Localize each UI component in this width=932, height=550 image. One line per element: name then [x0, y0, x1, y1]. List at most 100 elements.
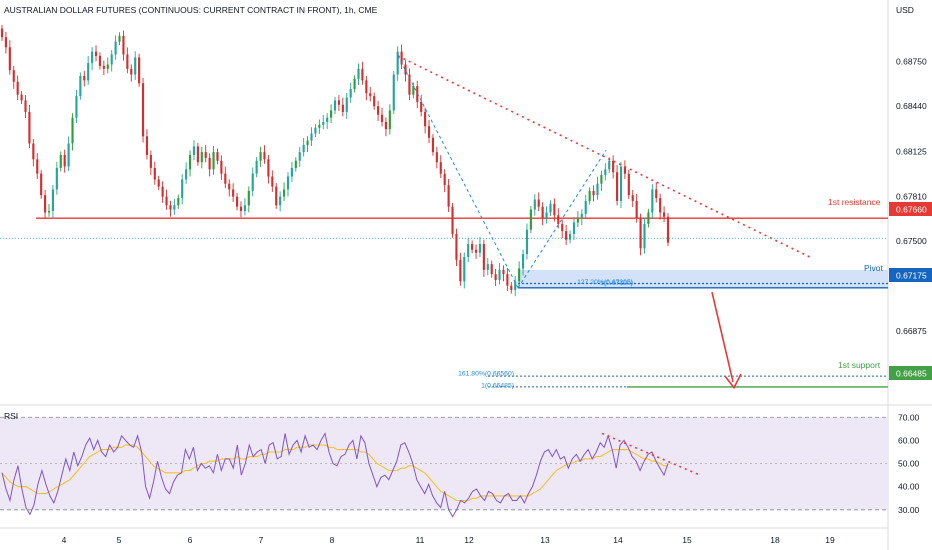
candle: [282, 182, 286, 202]
resistance-price-tag: [889, 202, 932, 216]
candle: [177, 194, 180, 209]
candle-body: [557, 215, 560, 224]
price-tick-label: 0.68125: [896, 146, 927, 156]
candle-body: [612, 160, 615, 173]
candle: [40, 170, 43, 199]
candle-body: [298, 152, 301, 161]
candle-body: [322, 121, 325, 125]
candle-body: [412, 86, 415, 95]
candle: [427, 120, 431, 144]
pivot-price-tag: [889, 268, 932, 282]
candle-body: [251, 173, 254, 191]
candle-body: [431, 137, 435, 153]
time-tick-label: 7: [259, 535, 264, 545]
candle-body: [138, 57, 141, 84]
candle-body: [631, 195, 634, 201]
candle-body: [377, 106, 380, 115]
candle-body: [576, 218, 579, 223]
candle-body: [216, 152, 219, 161]
candle: [529, 205, 532, 234]
candle: [275, 182, 278, 209]
candle: [357, 63, 360, 86]
candle-body: [514, 281, 517, 290]
candle: [353, 75, 356, 93]
candle-body: [619, 166, 623, 201]
candle: [443, 169, 446, 193]
candle-body: [8, 47, 11, 71]
candle-body: [326, 117, 329, 122]
candle-body: [232, 189, 235, 197]
candle: [255, 157, 258, 178]
candle: [553, 198, 556, 222]
candle-body: [173, 205, 176, 210]
candle: [435, 146, 438, 169]
candle: [404, 60, 407, 82]
candle: [565, 224, 568, 246]
candle: [478, 236, 482, 258]
candle: [474, 244, 478, 259]
candle-body: [369, 93, 372, 97]
candle: [196, 142, 199, 166]
candle: [377, 100, 380, 121]
candle-body: [267, 159, 270, 177]
candle: [498, 262, 501, 285]
candle-body: [51, 189, 55, 211]
candle: [361, 61, 364, 85]
candle: [106, 57, 109, 74]
candle-body: [228, 183, 231, 190]
rsi-tick-label: 70.00: [898, 412, 920, 422]
candle-body: [553, 203, 556, 216]
candle-body: [243, 205, 246, 211]
rsi-label: RSI: [4, 411, 18, 421]
candle-body: [306, 140, 309, 145]
candle-body: [639, 218, 642, 249]
candle-body: [506, 274, 509, 286]
candle-body: [482, 244, 485, 270]
candle: [330, 104, 333, 123]
candle: [71, 113, 74, 151]
candle-body: [204, 152, 207, 158]
time-tick-label: 15: [682, 535, 692, 545]
candle-body: [545, 212, 548, 219]
candle: [173, 199, 176, 215]
candle: [326, 113, 329, 129]
candle-body: [518, 268, 521, 282]
candle: [439, 155, 442, 179]
candle: [471, 240, 474, 254]
candle: [494, 268, 497, 287]
candle-body: [165, 196, 168, 206]
candle-body: [478, 244, 482, 253]
candle: [576, 211, 579, 227]
candle-body: [600, 175, 603, 184]
candle-body: [627, 173, 630, 196]
candle: [651, 184, 654, 219]
candle: [400, 44, 403, 69]
candle: [235, 193, 239, 211]
candle: [267, 154, 270, 184]
candle-body: [443, 173, 446, 186]
candle-body: [427, 126, 431, 138]
candle: [639, 213, 642, 256]
candle-body: [302, 144, 305, 153]
candle-body: [247, 190, 250, 206]
candle-body: [110, 54, 113, 65]
candle-body: [294, 160, 297, 168]
candle-body: [525, 229, 529, 255]
support-label: 1st support: [838, 360, 881, 370]
candle: [647, 208, 650, 228]
level-lines: [0, 217, 888, 388]
candle: [455, 228, 458, 267]
candle-body: [455, 233, 458, 260]
candle: [83, 70, 86, 87]
candle: [8, 40, 11, 75]
candle-body: [79, 76, 82, 97]
pivot-label: Pivot: [864, 263, 884, 273]
candle: [134, 51, 137, 80]
candle: [271, 170, 274, 192]
candle-body: [239, 206, 243, 211]
rsi-tick-label: 60.00: [898, 435, 920, 445]
candle-body: [259, 152, 262, 161]
candle-body: [647, 212, 650, 224]
candle-body: [604, 169, 607, 176]
price-axis: 0.68750 0.68440 0.68125 0.67810 0.67500 0.668…: [896, 57, 927, 382]
